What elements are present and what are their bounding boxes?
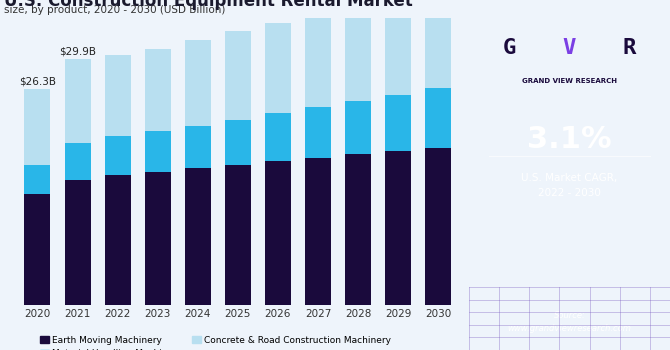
Bar: [225, 120, 251, 165]
Bar: [185, 168, 211, 304]
Text: R: R: [623, 38, 636, 58]
Bar: [145, 131, 171, 172]
Text: 3.1%: 3.1%: [527, 126, 612, 154]
Bar: [425, 0, 452, 88]
Bar: [225, 165, 251, 304]
Bar: [385, 151, 411, 304]
Text: $29.9B: $29.9B: [59, 47, 96, 57]
Bar: [145, 172, 171, 304]
Legend: Earth Moving Machinery, Material Handling Machinery, Concrete & Road Constructio: Earth Moving Machinery, Material Handlin…: [36, 332, 395, 350]
Bar: [24, 165, 50, 194]
Text: G: G: [502, 38, 516, 58]
Bar: [105, 135, 131, 175]
Bar: [145, 49, 171, 131]
Bar: [425, 88, 452, 148]
Bar: [265, 113, 291, 161]
Text: $26.3B: $26.3B: [19, 76, 56, 86]
Bar: [345, 154, 371, 304]
Bar: [185, 126, 211, 168]
Bar: [64, 180, 90, 304]
Bar: [425, 148, 452, 304]
Bar: [345, 101, 371, 154]
Bar: [64, 143, 90, 180]
Bar: [105, 55, 131, 135]
Bar: [385, 0, 411, 94]
Bar: [64, 59, 90, 143]
Bar: [385, 94, 411, 151]
Bar: [345, 9, 371, 101]
Text: U.S. Market CAGR,
2022 - 2030: U.S. Market CAGR, 2022 - 2030: [521, 174, 618, 197]
Text: V: V: [563, 38, 576, 58]
Text: U.S. Construction Equipment Rental Market: U.S. Construction Equipment Rental Marke…: [5, 0, 413, 10]
Bar: [185, 40, 211, 126]
Text: size, by product, 2020 - 2030 (USD Billion): size, by product, 2020 - 2030 (USD Billi…: [5, 5, 226, 15]
Bar: [265, 161, 291, 304]
Bar: [24, 194, 50, 304]
Bar: [225, 32, 251, 120]
Bar: [265, 23, 291, 113]
Bar: [305, 107, 331, 158]
Text: Source:
www.grandviewresearch.com: Source: www.grandviewresearch.com: [508, 311, 631, 333]
Bar: [24, 89, 50, 165]
Bar: [305, 17, 331, 107]
Bar: [305, 158, 331, 304]
Bar: [105, 175, 131, 304]
Text: GRAND VIEW RESEARCH: GRAND VIEW RESEARCH: [522, 78, 617, 84]
